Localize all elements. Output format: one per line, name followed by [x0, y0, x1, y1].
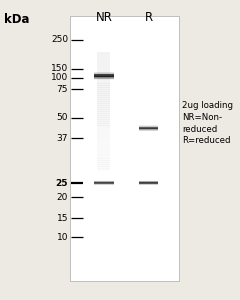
Bar: [94, 74, 114, 75]
Bar: [97, 143, 110, 145]
Bar: [97, 60, 110, 62]
Bar: [97, 101, 110, 104]
Bar: [97, 62, 110, 64]
Bar: [97, 113, 110, 116]
Bar: [94, 79, 114, 80]
Bar: [94, 79, 114, 80]
Bar: [97, 147, 110, 149]
Bar: [97, 52, 110, 54]
Bar: [97, 158, 110, 161]
Bar: [97, 151, 110, 153]
Bar: [97, 154, 110, 157]
Bar: [97, 99, 110, 102]
Bar: [97, 129, 110, 131]
Bar: [97, 109, 110, 112]
Text: 250: 250: [51, 35, 68, 44]
Bar: [97, 117, 110, 120]
Bar: [97, 82, 110, 84]
Bar: [97, 56, 110, 58]
Bar: [94, 72, 114, 73]
Bar: [97, 168, 110, 171]
Bar: [97, 83, 110, 86]
Bar: [97, 131, 110, 134]
Bar: [97, 58, 110, 60]
Bar: [94, 72, 114, 73]
Bar: [94, 74, 114, 75]
Bar: [97, 80, 110, 82]
Bar: [97, 76, 110, 78]
Bar: [97, 111, 110, 114]
Bar: [97, 153, 110, 155]
Bar: [97, 97, 110, 100]
Bar: [97, 115, 110, 118]
Text: 25: 25: [55, 179, 68, 188]
Text: 2ug loading
NR=Non-
reduced
R=reduced: 2ug loading NR=Non- reduced R=reduced: [182, 101, 234, 145]
Bar: [97, 121, 110, 124]
Text: 75: 75: [56, 85, 68, 94]
Bar: [97, 127, 110, 130]
Text: 20: 20: [57, 193, 68, 202]
Text: 15: 15: [56, 214, 68, 223]
Bar: [97, 164, 110, 167]
Bar: [97, 66, 110, 68]
Bar: [97, 85, 110, 88]
Bar: [97, 162, 110, 165]
Bar: [97, 74, 110, 76]
Bar: [94, 76, 114, 77]
Bar: [97, 145, 110, 147]
Text: 100: 100: [51, 73, 68, 82]
Bar: [97, 123, 110, 125]
Bar: [97, 70, 110, 72]
Text: kDa: kDa: [4, 13, 30, 26]
Bar: [97, 157, 110, 159]
Bar: [97, 89, 110, 92]
Bar: [97, 68, 110, 70]
Text: 37: 37: [56, 134, 68, 142]
Bar: [97, 72, 110, 74]
Bar: [97, 93, 110, 96]
Bar: [97, 78, 110, 80]
Bar: [97, 87, 110, 90]
Bar: [97, 119, 110, 122]
Bar: [97, 92, 110, 94]
Text: 10: 10: [56, 233, 68, 242]
Bar: [97, 105, 110, 108]
Bar: [97, 95, 110, 98]
Bar: [97, 103, 110, 106]
Bar: [97, 137, 110, 139]
Bar: [97, 139, 110, 141]
Bar: [97, 125, 110, 128]
Bar: [97, 148, 110, 151]
Bar: [97, 141, 110, 143]
Bar: [94, 78, 114, 79]
Bar: [97, 160, 110, 163]
Bar: [97, 107, 110, 110]
Bar: [70, 16, 179, 281]
Bar: [97, 167, 110, 169]
Text: 150: 150: [51, 64, 68, 73]
Bar: [97, 54, 110, 56]
Bar: [97, 133, 110, 135]
Bar: [97, 64, 110, 66]
Text: 50: 50: [56, 113, 68, 122]
Bar: [97, 135, 110, 137]
Bar: [94, 75, 114, 76]
Bar: [94, 77, 114, 78]
Text: NR: NR: [96, 11, 112, 24]
Text: R: R: [144, 11, 153, 24]
Bar: [94, 73, 114, 74]
